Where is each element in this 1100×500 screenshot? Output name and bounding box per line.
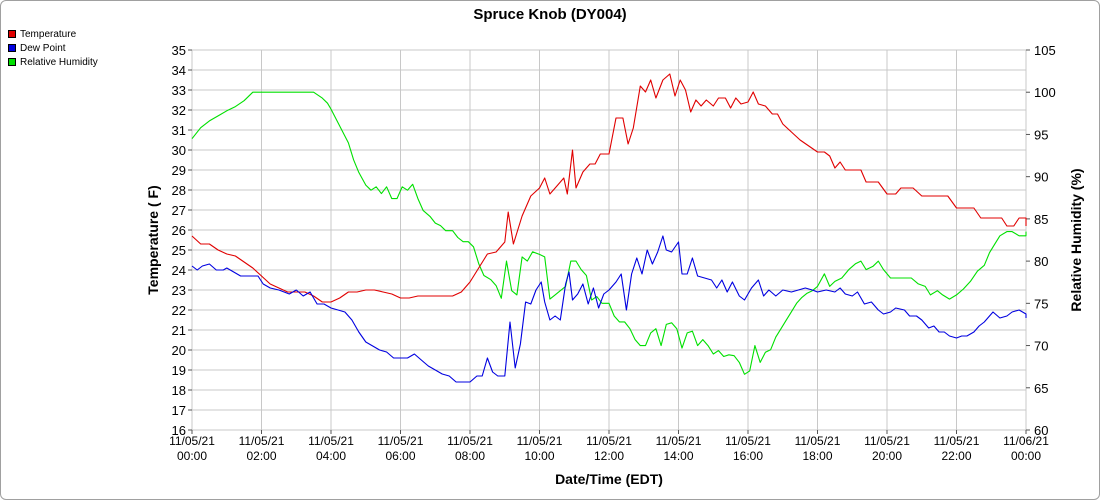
left-tick-label: 23: [172, 283, 186, 298]
x-tick-time: 10:00: [524, 449, 554, 463]
right-tick-label: 90: [1034, 170, 1048, 185]
legend-label-temperature: Temperature: [20, 29, 77, 40]
right-tick-label: 70: [1034, 339, 1048, 354]
grid: [191, 49, 1027, 431]
series-line-temperature: [191, 73, 1027, 303]
right-tick-label: 85: [1034, 212, 1048, 227]
x-tick-date: 11/05/21: [239, 434, 285, 448]
chart-title: Spruce Knob (DY004): [473, 6, 626, 23]
x-tick-time: 04:00: [316, 449, 346, 463]
x-tick-date: 11/05/21: [447, 434, 493, 448]
left-tick-label: 35: [172, 43, 186, 58]
right-tick-label: 100: [1034, 85, 1056, 100]
legend-item-relative-humidity: Relative Humidity: [8, 56, 98, 70]
series-layer: [191, 73, 1027, 383]
x-tick-time: 02:00: [246, 449, 276, 463]
left-tick-label: 28: [172, 183, 186, 198]
x-tick-date: 11/05/21: [586, 434, 632, 448]
legend-swatch-dew-point: [8, 44, 16, 52]
x-tick-date: 11/06/21: [1003, 434, 1049, 448]
left-tick-label: 21: [172, 323, 186, 338]
x-tick-date: 11/05/21: [308, 434, 354, 448]
x-tick-date: 11/05/21: [864, 434, 910, 448]
left-tick-label: 22: [172, 303, 186, 318]
left-tick-label: 16: [172, 423, 186, 438]
x-tick-date: 11/05/21: [656, 434, 702, 448]
x-axis-ticks: 11/05/2100:0011/05/2102:0011/05/2104:001…: [169, 430, 1049, 463]
x-tick-date: 11/05/21: [517, 434, 563, 448]
right-axis-label: Relative Humidity (%): [1068, 168, 1084, 311]
x-tick-time: 00:00: [1011, 449, 1041, 463]
legend-item-dew-point: Dew Point: [8, 42, 98, 56]
x-tick-time: 16:00: [733, 449, 763, 463]
right-axis-ticks: 60 65 70 75 80 85 90 95 100 105: [1026, 43, 1056, 438]
left-tick-label: 26: [172, 223, 186, 238]
x-tick-time: 00:00: [177, 449, 207, 463]
left-axis-ticks: 16 17 18 19 20 21 22 23 24 25 26 27 28 29 30 31 32 33 34 35: [172, 43, 192, 438]
x-tick-date: 11/05/21: [934, 434, 980, 448]
left-tick-label: 33: [172, 83, 186, 98]
left-tick-label: 20: [172, 343, 186, 358]
left-tick-label: 24: [172, 263, 186, 278]
left-tick-label: 31: [172, 123, 186, 138]
series-line-dew-point: [191, 235, 1027, 383]
series-line-relative-humidity: [191, 91, 1027, 375]
x-tick-time: 12:00: [594, 449, 624, 463]
x-axis-label: Date/Time (EDT): [555, 471, 663, 487]
left-tick-label: 32: [172, 103, 186, 118]
legend-swatch-relative-humidity: [8, 58, 16, 66]
legend-item-temperature: Temperature: [8, 28, 98, 42]
x-tick-time: 18:00: [802, 449, 832, 463]
legend-swatch-temperature: [8, 30, 16, 38]
legend-label-relative-humidity: Relative Humidity: [20, 57, 98, 68]
right-tick-label: 80: [1034, 254, 1048, 269]
x-tick-time: 20:00: [872, 449, 902, 463]
left-tick-label: 30: [172, 143, 186, 158]
legend: Temperature Dew Point Relative Humidity: [8, 28, 98, 70]
x-tick-time: 22:00: [941, 449, 971, 463]
right-tick-label: 105: [1034, 43, 1056, 58]
left-tick-label: 19: [172, 363, 186, 378]
x-tick-date: 11/05/21: [378, 434, 424, 448]
left-tick-label: 18: [172, 383, 186, 398]
left-tick-label: 34: [172, 63, 186, 78]
left-tick-label: 27: [172, 203, 186, 218]
legend-label-dew-point: Dew Point: [20, 43, 66, 54]
right-tick-label: 60: [1034, 423, 1048, 438]
x-tick-date: 11/05/21: [725, 434, 771, 448]
x-tick-time: 06:00: [385, 449, 415, 463]
right-tick-label: 95: [1034, 127, 1048, 142]
x-tick-time: 08:00: [455, 449, 485, 463]
left-axis-label: Temperature ( F): [145, 185, 161, 294]
x-tick-date: 11/05/21: [169, 434, 215, 448]
left-tick-label: 29: [172, 163, 186, 178]
x-tick-time: 14:00: [663, 449, 693, 463]
right-tick-label: 65: [1034, 381, 1048, 396]
left-tick-label: 25: [172, 243, 186, 258]
right-tick-label: 75: [1034, 296, 1048, 311]
x-tick-date: 11/05/21: [795, 434, 841, 448]
left-tick-label: 17: [172, 403, 186, 418]
